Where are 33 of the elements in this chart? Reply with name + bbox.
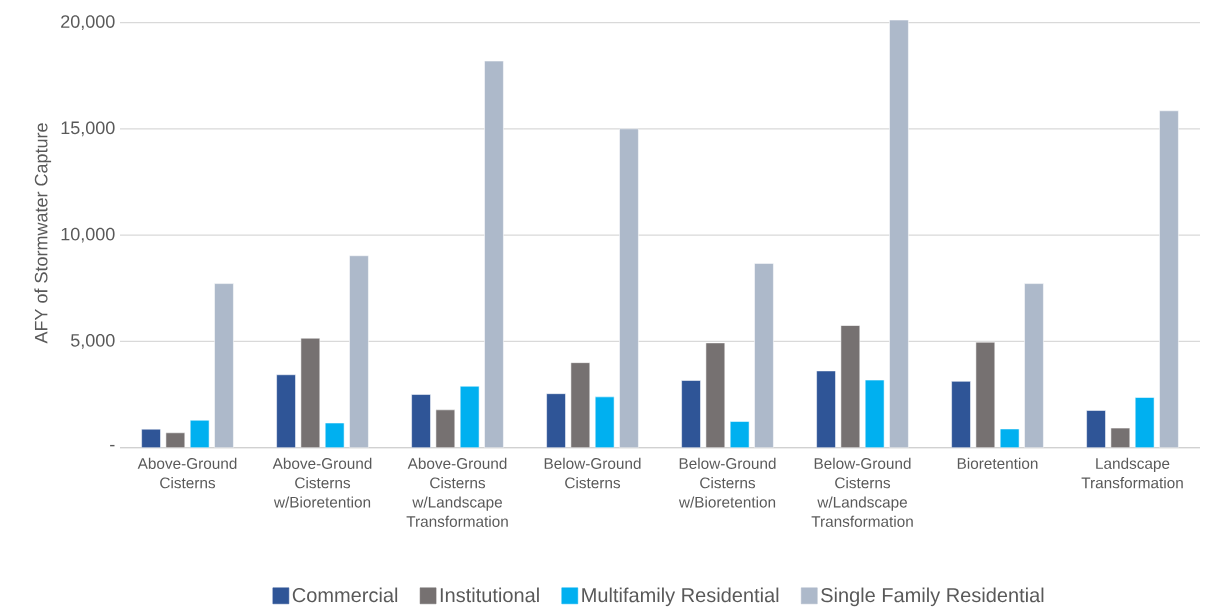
bar xyxy=(546,393,566,448)
bar xyxy=(349,255,369,448)
bar xyxy=(889,19,909,448)
bar xyxy=(411,394,431,448)
bar xyxy=(214,283,234,448)
x-tick-label: Above-Ground Cisterns xyxy=(137,457,237,489)
legend-label: Single Family Residential xyxy=(821,587,1044,606)
bar xyxy=(1159,110,1179,448)
legend-label: Multifamily Residential xyxy=(582,587,779,606)
y-tick-label: 5,000 xyxy=(70,333,115,349)
x-tick-label: Below-Ground Cisterns xyxy=(544,457,641,489)
legend-label: Commercial xyxy=(292,587,398,603)
x-tick-label: Above-Ground Cisterns w/Landscape Transformation xyxy=(406,457,508,527)
bar xyxy=(816,370,836,448)
bar xyxy=(484,60,504,448)
x-tick-label: Landscape Transformation xyxy=(1081,457,1183,489)
y-tick-label: 20,000 xyxy=(61,14,115,30)
bar xyxy=(754,262,774,448)
bar xyxy=(276,374,296,448)
bar xyxy=(1086,410,1106,448)
x-tick-label: Above-Ground Cisterns w/Bioretention xyxy=(272,457,372,508)
y-axis-title: AFY of Stormwater Capture xyxy=(34,123,52,344)
bar xyxy=(619,128,639,448)
y-tick-label: - xyxy=(110,444,115,447)
legend-label: Institutional xyxy=(440,587,539,603)
bar xyxy=(951,380,971,448)
y-tick-label: 15,000 xyxy=(61,121,115,137)
y-tick-label: 10,000 xyxy=(61,227,115,243)
x-tick-label: Below-Ground Cisterns w/Bioretention xyxy=(678,457,776,508)
x-tick-label: Bioretention xyxy=(957,457,1038,469)
bar xyxy=(681,380,701,448)
x-tick-label: Below-Ground Cisterns w/Landscape Transformation xyxy=(811,457,913,527)
bar xyxy=(1024,283,1044,448)
